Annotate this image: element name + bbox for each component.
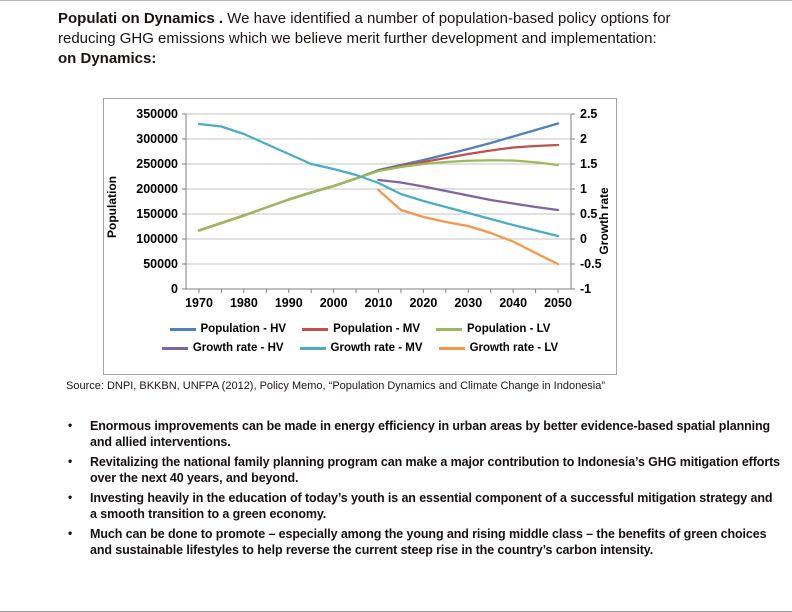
title-bold-prefix: Populati on Dynamics . bbox=[58, 10, 224, 27]
title-line: reducing GHG emissions which we believe … bbox=[58, 29, 764, 49]
right-axis-tick-label: -1 bbox=[580, 282, 591, 296]
legend-line-swatch bbox=[436, 327, 462, 331]
left-axis-tick-label: 200000 bbox=[136, 182, 178, 196]
x-axis-tick-label: 1970 bbox=[185, 296, 213, 310]
legend-line-swatch bbox=[169, 327, 196, 331]
legend-label: Population - LV bbox=[467, 323, 551, 335]
left-axis-tick-label: 0 bbox=[171, 282, 178, 296]
series-line-population-lv bbox=[197, 159, 560, 232]
population-dynamics-chart: 0 50000 100000 150000 200000 250000 300000 3500… bbox=[103, 98, 617, 375]
right-axis-tick-label: 0 bbox=[580, 232, 587, 246]
legend-item-population-lv: Population - LV bbox=[436, 323, 550, 335]
legend-label: Growth rate - HV bbox=[192, 342, 284, 354]
right-axis-tick-label: 2 bbox=[580, 132, 587, 146]
left-axis-tick-label: 300000 bbox=[136, 132, 178, 146]
x-axis-tick-label: 2050 bbox=[544, 296, 572, 310]
bullet-list: Enormous improvements can be made in ene… bbox=[66, 417, 780, 562]
slide-title: Populati on Dynamics . We have identifie… bbox=[58, 9, 764, 69]
right-axis-tick-label: -0.5 bbox=[580, 257, 602, 271]
right-axis-tick-label: 2.5 bbox=[580, 107, 597, 121]
chart-plot-area: 0 50000 100000 150000 200000 250000 300000 3500… bbox=[105, 107, 611, 310]
title-text: We have identified a number of populatio… bbox=[223, 10, 671, 27]
right-axis-title: Growth rate bbox=[597, 187, 611, 255]
title-bold-suffix: on Dynamics: bbox=[58, 50, 157, 67]
legend-item-growth-rate-mv: Growth rate - MV bbox=[299, 342, 423, 354]
legend-line-swatch bbox=[302, 327, 329, 331]
legend-label: Growth rate - MV bbox=[330, 342, 423, 354]
legend-item-population-mv: Population - MV bbox=[302, 323, 420, 335]
legend-label: Population - HV bbox=[200, 323, 287, 335]
left-axis-title: Population bbox=[105, 176, 119, 238]
title-text: reducing GHG emissions which we believe … bbox=[58, 30, 657, 47]
x-axis-tick-label: 2000 bbox=[320, 296, 348, 310]
right-axis-tick-label: 1.5 bbox=[580, 157, 597, 171]
legend-label: Population - MV bbox=[333, 323, 420, 335]
right-axis-tick-label: 0.5 bbox=[580, 207, 597, 221]
left-axis-tick-label: 150000 bbox=[136, 207, 178, 221]
right-axis-tick-label: 1 bbox=[580, 182, 587, 196]
legend-row: Population - HV Population - MV Population… bbox=[104, 323, 616, 335]
x-axis-tick-label: 2020 bbox=[409, 296, 437, 310]
source-citation: Source: DNPI, BKKBN, UNFPA (2012), Polic… bbox=[66, 380, 606, 392]
x-axis-tick-label: 1990 bbox=[275, 296, 303, 310]
series-line-growth-rate-lv bbox=[377, 188, 560, 266]
series-line-growth-rate-hv bbox=[377, 178, 560, 212]
left-axis-tick-label: 50000 bbox=[143, 257, 178, 271]
left-axis-tick-label: 350000 bbox=[136, 107, 178, 121]
chart-legend: Population - HV Population - MV Population… bbox=[104, 323, 616, 361]
x-axis-tick-label: 2030 bbox=[454, 296, 482, 310]
x-axis-tick-label: 2040 bbox=[499, 296, 527, 310]
series-line-growth-rate-mv bbox=[197, 122, 560, 238]
legend-item-growth-rate-hv: Growth rate - HV bbox=[161, 342, 284, 354]
series-line-population-mv bbox=[197, 143, 560, 232]
legend-item-growth-rate-lv: Growth rate - LV bbox=[438, 342, 559, 354]
bullet-item: Revitalizing the national family plannin… bbox=[66, 453, 780, 486]
left-axis-tick-label: 100000 bbox=[136, 232, 178, 246]
title-line: Populati on Dynamics . We have identifie… bbox=[58, 9, 764, 29]
legend-line-swatch bbox=[438, 346, 465, 350]
x-axis-tick-label: 1980 bbox=[230, 296, 258, 310]
left-axis-tick-label: 250000 bbox=[136, 157, 178, 171]
legend-line-swatch bbox=[161, 346, 188, 350]
bullet-item: Investing heavily in the education of to… bbox=[66, 489, 780, 522]
legend-label: Growth rate - LV bbox=[469, 342, 559, 354]
bullet-item: Enormous improvements can be made in ene… bbox=[66, 417, 780, 450]
x-axis-tick-label: 2010 bbox=[365, 296, 393, 310]
bullet-item: Much can be done to promote – especially… bbox=[66, 525, 780, 558]
legend-line-swatch bbox=[299, 346, 326, 350]
legend-row: Growth rate - HV Growth rate - MV Growth r… bbox=[104, 342, 616, 354]
title-line: on Dynamics: bbox=[58, 49, 764, 69]
legend-item-population-hv: Population - HV bbox=[169, 323, 287, 335]
